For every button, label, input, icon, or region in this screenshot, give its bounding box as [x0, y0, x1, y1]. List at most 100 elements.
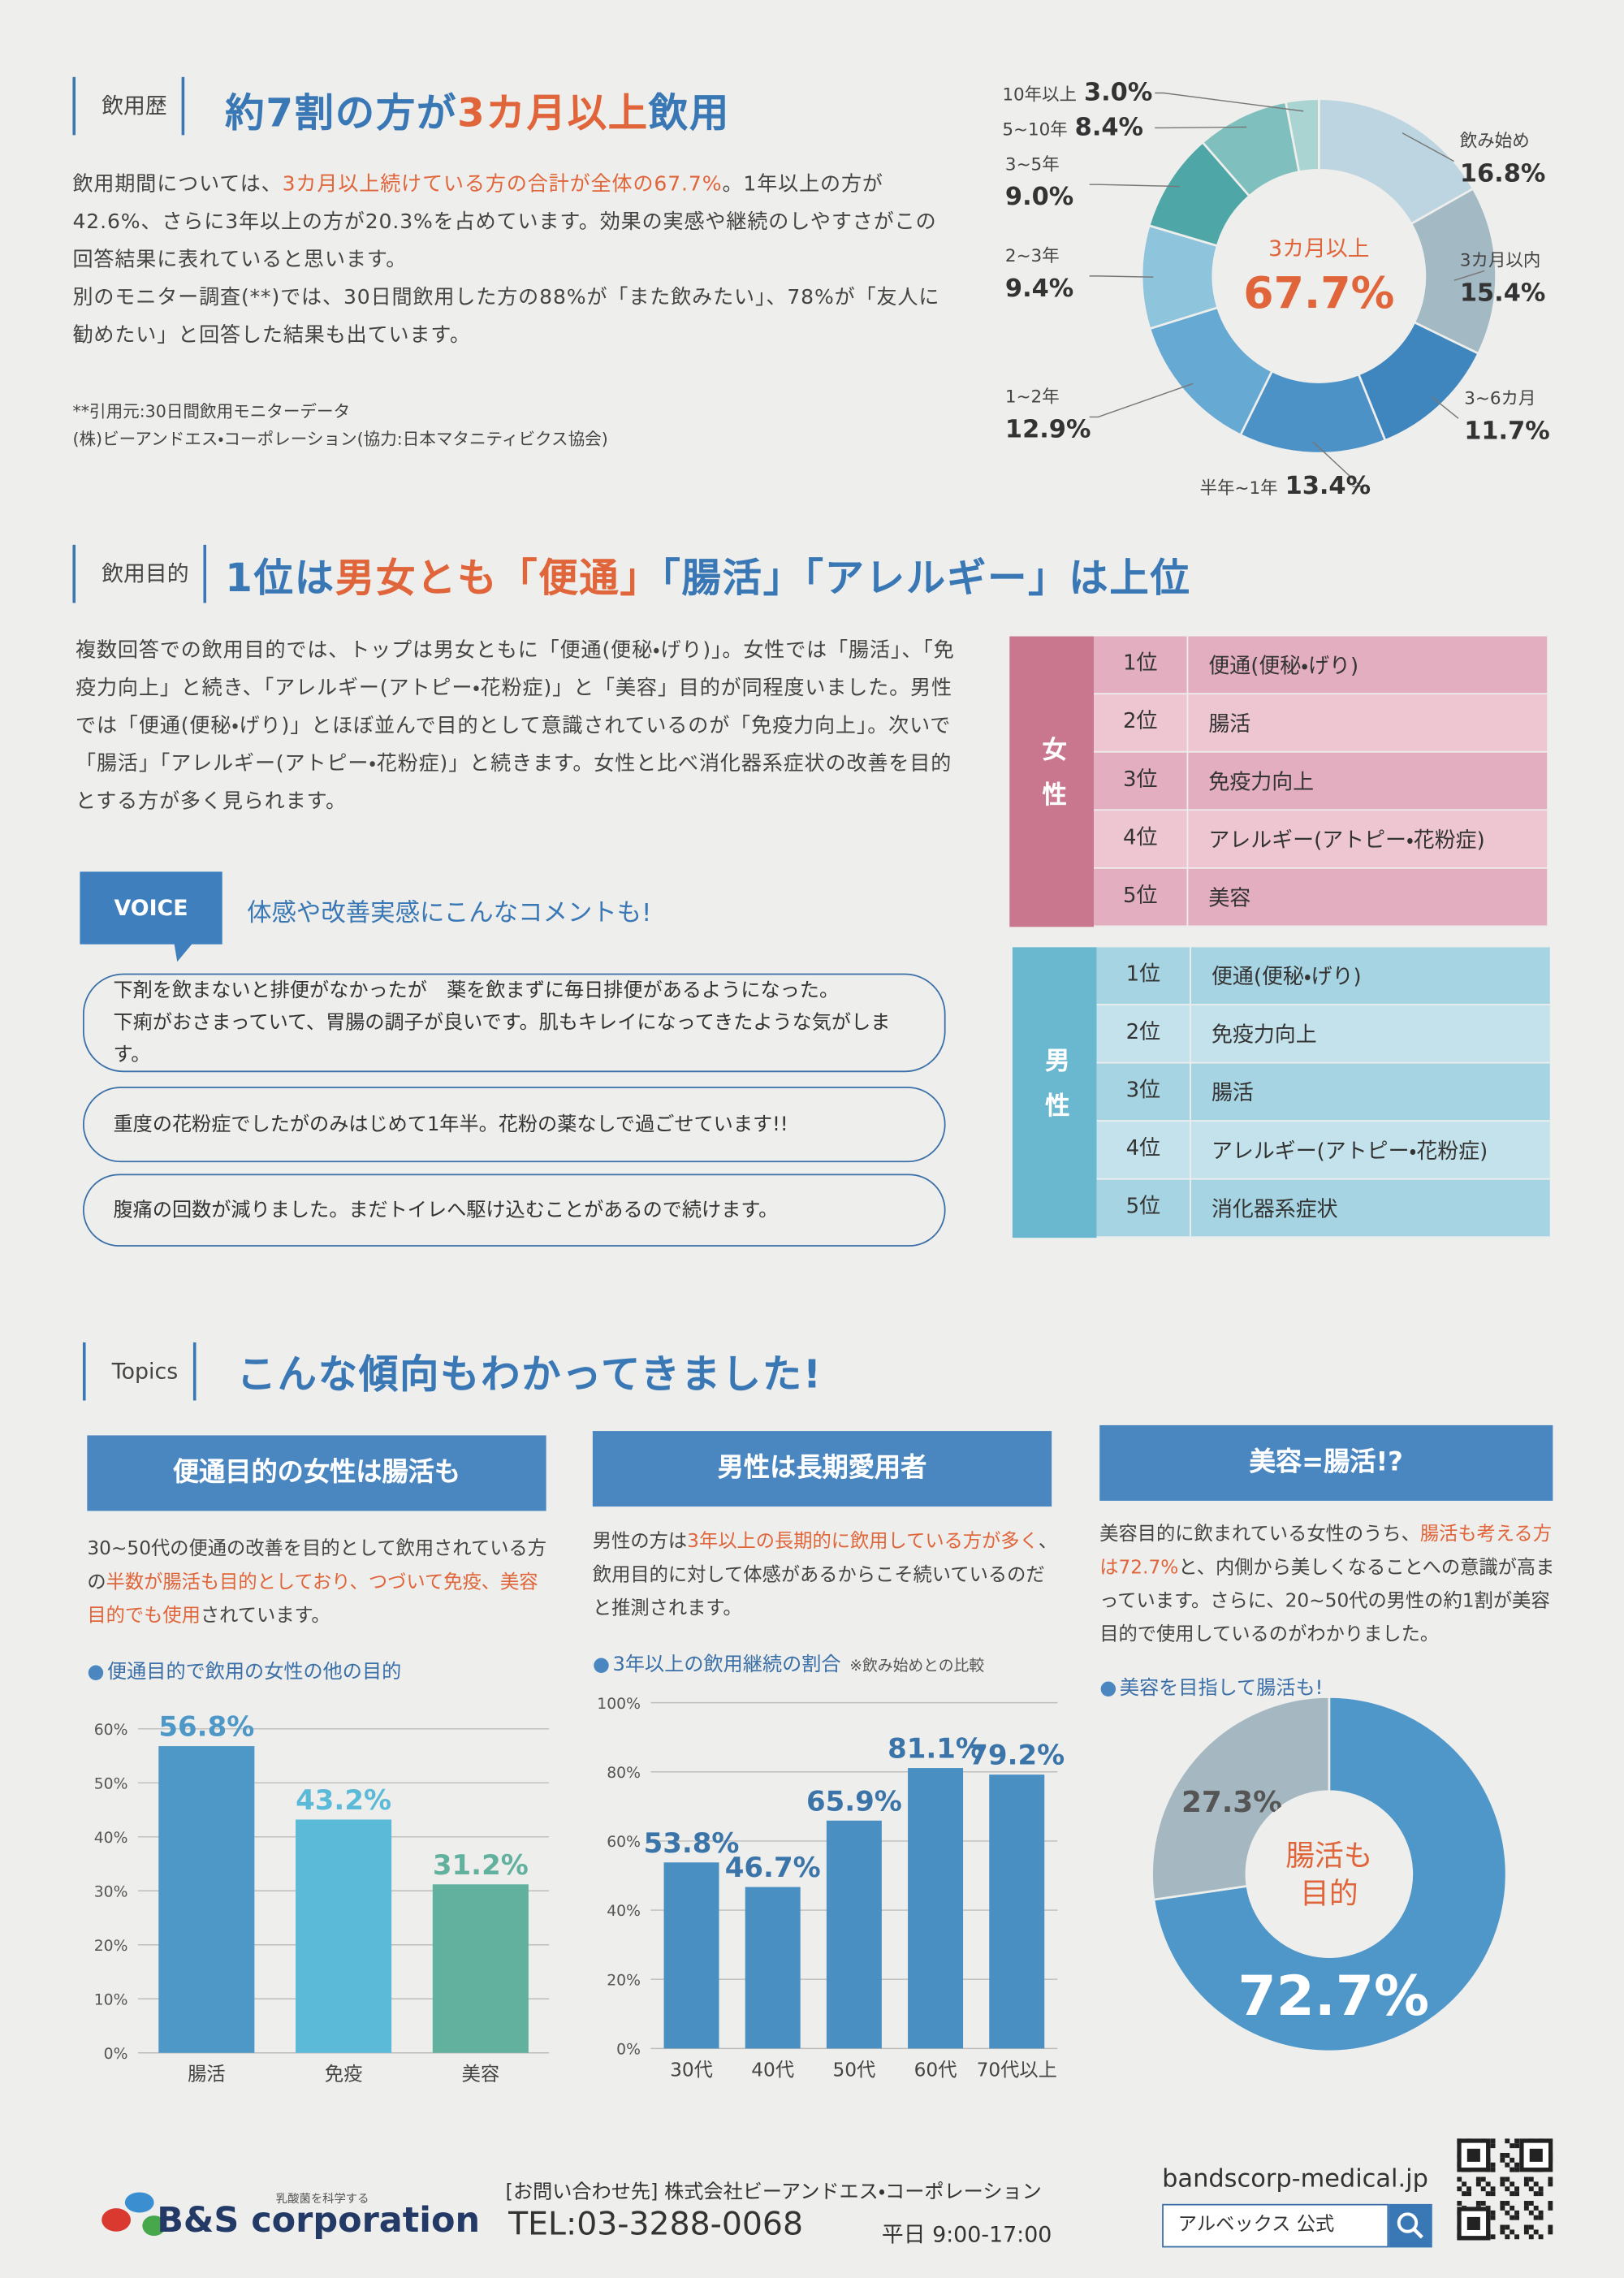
qr-cell — [1523, 2176, 1529, 2182]
value-label: 53.8% — [644, 1827, 740, 1860]
qr-cell — [1514, 2162, 1520, 2168]
ranking-row: 4位 アレルギー(アトピー・花粉症) — [1096, 1122, 1550, 1180]
rank: 5位 — [1094, 868, 1189, 926]
qr-cell — [1490, 2186, 1496, 2192]
slice-value: 13.4% — [1285, 472, 1371, 500]
y-tick-label: 20% — [607, 1972, 641, 1989]
y-tick-label: 80% — [607, 1765, 641, 1782]
qr-cell — [1538, 2191, 1544, 2197]
center-value: 67.7% — [1243, 267, 1394, 318]
notes: **引用元:30日間飲用モニターデータ (株)ビーアンドエス・コーポレーション(… — [72, 398, 607, 453]
bar — [908, 1768, 964, 2049]
text-run: 腸活も考える方は72.7% — [1099, 1524, 1553, 1580]
qr-cell — [1514, 2138, 1520, 2144]
voice-badge: VOICE — [80, 871, 222, 962]
card-title: 美容=腸活!? — [1099, 1424, 1553, 1501]
ranking-row: 2位 免疫力向上 — [1096, 1005, 1550, 1064]
slice-value: 9.0% — [1005, 183, 1073, 211]
qr-cell — [1548, 2205, 1553, 2211]
search-button-bg — [1389, 2203, 1432, 2248]
slice-value: 3.0% — [1084, 78, 1152, 106]
tagline: 乳酸菌を科学する — [275, 2192, 369, 2206]
slice-name: 5~10年 — [1002, 119, 1067, 140]
qr-cell — [1533, 2215, 1539, 2220]
qr-cell — [1514, 2234, 1520, 2240]
value-label: 46.7% — [725, 1852, 821, 1884]
bar — [826, 1820, 882, 2049]
section-heading: 1位は男女とも「便通」「腸活」「アレルギー」は上位 — [225, 547, 1190, 603]
slice-value: 12.9% — [1005, 415, 1091, 443]
bar — [989, 1774, 1045, 2049]
rank-item: 腸活 — [1211, 1082, 1254, 1106]
section-label: Topics — [82, 1342, 196, 1401]
qr-cell — [1514, 2191, 1520, 2197]
text-run: 飲用期間については、 — [72, 172, 283, 197]
chart-title-text: 便通目的で飲用の女性の他の目的 — [106, 1660, 402, 1684]
qr-cell — [1466, 2186, 1471, 2192]
qr-cell — [1505, 2186, 1510, 2192]
search-button[interactable] — [1389, 2203, 1432, 2248]
leader-line — [1155, 126, 1247, 129]
y-tick-label: 10% — [94, 1991, 128, 2008]
ranking-group: 女性 — [1009, 636, 1095, 927]
qr-cell — [1505, 2162, 1510, 2168]
text-run: 。1年以上の方が42.6%、さらに3年以上の方が20.3%を占めています。効果の… — [72, 172, 937, 272]
qr-cell — [1528, 2201, 1534, 2206]
qr-cell — [1462, 2191, 1467, 2197]
qr-finder — [1466, 2148, 1480, 2162]
y-tick-label: 100% — [597, 1696, 641, 1713]
ranking-row: 4位 アレルギー(アトピー・花粉症) — [1094, 810, 1548, 869]
qr-cell — [1510, 2205, 1515, 2211]
qr-cell — [1533, 2229, 1539, 2235]
y-tick-label: 60% — [607, 1834, 641, 1851]
slice-value: 15.4% — [1460, 279, 1546, 307]
text-run: 3カ月以上続けている方の合計が全体の67.7% — [282, 172, 723, 197]
bar — [158, 1746, 255, 2053]
qr-cell — [1505, 2201, 1510, 2206]
qr-cell — [1510, 2167, 1515, 2172]
rank-item: 便通(便秘・げり) — [1211, 966, 1362, 990]
slice-name: 1~2年 — [1005, 387, 1060, 408]
ranking-row: 1位 便通(便秘・げり) — [1096, 947, 1550, 1005]
qr-cell — [1505, 2234, 1510, 2240]
logo-shape — [124, 2192, 154, 2213]
chart-note: ※飲み始めとの比較 — [849, 1658, 985, 1675]
x-tick-label: 40代 — [751, 2059, 794, 2081]
leader-line — [1453, 270, 1485, 281]
ranking-group: 男性 — [1012, 947, 1097, 1238]
slice-label: 10年以上 3.0% — [1002, 78, 1152, 106]
search-box[interactable]: アルベックス 公式 — [1162, 2203, 1389, 2248]
qr-cell — [1500, 2201, 1505, 2206]
center-label: 目的 — [1300, 1877, 1358, 1910]
qr-finder — [1466, 2216, 1480, 2230]
qr-finder — [1457, 2138, 1491, 2172]
y-tick-label: 40% — [94, 1830, 128, 1847]
x-tick-label: 70代以上 — [977, 2059, 1057, 2081]
comment: 下剤を飲まないと排便がなかったが 薬を飲まずに毎日排便があるようになった。 下痢が… — [82, 973, 946, 1073]
donut-hole — [1246, 1791, 1412, 1957]
rank-item: 便通(便秘・げり) — [1208, 655, 1359, 679]
y-tick-label: 60% — [94, 1722, 128, 1739]
qr-cell — [1528, 2210, 1534, 2215]
text-run: されています。 — [200, 1605, 330, 1627]
rank-item: 免疫力向上 — [1211, 1024, 1317, 1048]
qr-cell — [1510, 2157, 1515, 2163]
qr-cell — [1500, 2157, 1505, 2163]
comment: 重度の花粉症でしたがのみはじめて1年半。花粉の薬なしで過ごせています!! — [82, 1087, 946, 1163]
leader-line — [1089, 383, 1194, 418]
body-text: 飲用期間については、3カ月以上続けている方の合計が全体の67.7%。1年以上の方… — [72, 166, 951, 355]
slice-name: 半年~1年 — [1200, 478, 1278, 499]
value-label: 79.2% — [969, 1740, 1065, 1772]
y-tick-label: 50% — [94, 1775, 128, 1792]
slice-value: 16.8% — [1460, 160, 1546, 188]
bar — [663, 1862, 719, 2049]
qr-cell — [1490, 2234, 1496, 2240]
card-text: 男性の方は3年以上の長期的に飲用している方が多く、飲用目的に対して体感があるから… — [593, 1525, 1057, 1625]
center-label: 3カ月以上 — [1268, 236, 1369, 262]
rank: 1位 — [1094, 636, 1189, 694]
comment-line: 下痢がおさまっていて、胃腸の調子が良いです。肌もキレイになってきたような気がしま… — [113, 1011, 891, 1067]
ranking-row: 3位 免疫力向上 — [1094, 752, 1548, 811]
qr-cell — [1510, 2191, 1515, 2197]
ranking-row: 2位 腸活 — [1094, 694, 1548, 753]
